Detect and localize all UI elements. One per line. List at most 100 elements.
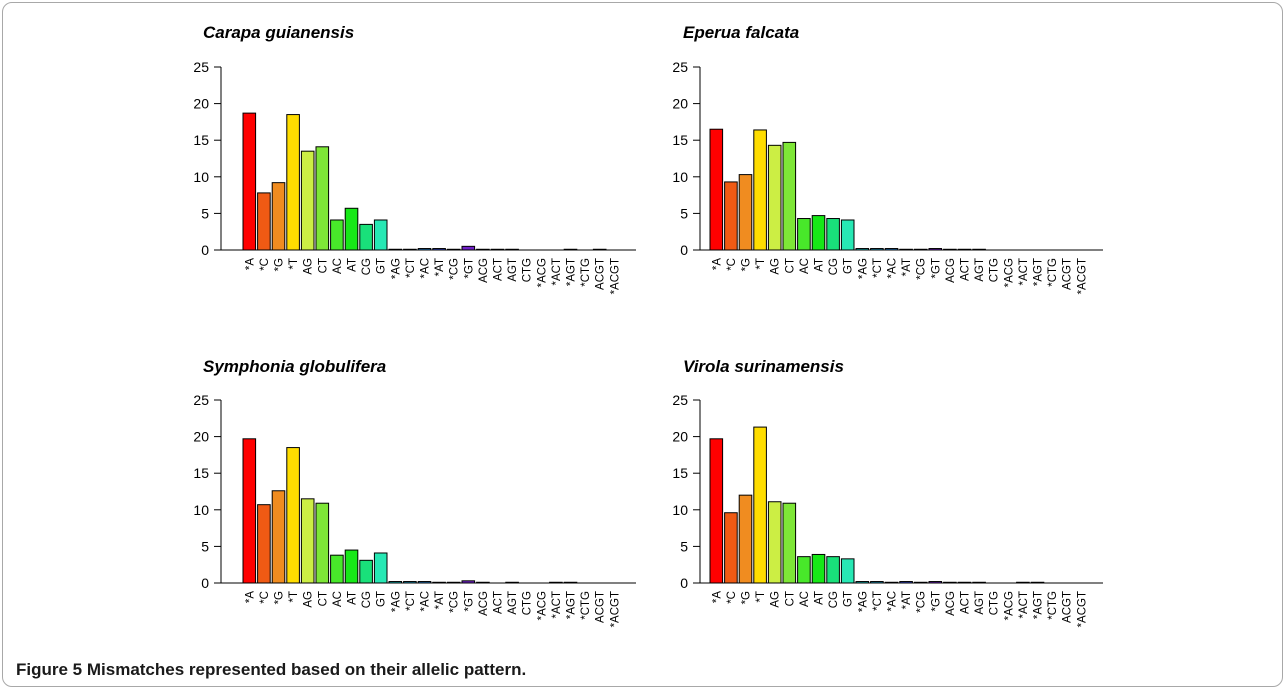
x-category-label: AC [799,591,811,607]
x-category-label: AGT [507,591,519,615]
bar-star-c [724,512,738,584]
bar-star-cg [913,248,928,251]
y-tick-label: 0 [201,242,209,258]
bar-star-ag [855,248,870,251]
x-category-label: *AG [390,591,402,612]
bar-ac [330,219,344,251]
x-category-label: *GT [930,591,942,611]
bar-agt [972,248,986,251]
bar-star-agt [1030,581,1045,584]
x-category-label: *C [259,591,271,604]
x-category-label: CT [317,591,329,606]
x-category-label: *ACG [536,258,548,287]
x-category-label: CTG [522,591,534,615]
bar-ac [330,554,344,584]
x-category-label: *GT [463,258,475,278]
x-category-label: *GT [930,258,942,278]
x-category-label: *ACGT [1076,591,1088,627]
bar-acg [476,248,490,251]
x-category-label: *AGT [1033,591,1045,619]
y-tick-label: 0 [201,575,209,591]
x-category-label: AG [770,258,782,275]
x-category-label: CTG [522,258,534,282]
x-category-label: CT [784,258,796,273]
bar-agt [505,581,519,584]
bar-at [811,553,826,584]
bar-act [490,248,505,251]
bar-star-c [257,504,271,584]
bar-star-cg [913,581,928,584]
x-category-label: *G [741,591,753,604]
bar-cg [359,559,373,584]
x-category-label: *CTG [1047,258,1059,287]
bar-star-a [709,438,724,584]
x-category-label: *CTG [580,258,592,287]
x-category-label: ACG [945,591,957,616]
y-tick-label: 0 [680,575,688,591]
bar-acg [476,581,490,584]
bar-star-t [286,447,300,584]
x-category-label: *AG [390,258,402,279]
x-category-label: AGT [507,258,519,282]
bar-star-g [271,182,286,251]
x-category-label: *T [755,258,767,270]
x-category-label: *A [711,258,723,270]
bar-acg [943,581,957,584]
x-category-label: *ACG [1003,591,1015,620]
x-category-label: *G [741,258,753,271]
x-category-label: ACG [478,258,490,283]
x-category-label: AT [814,591,826,605]
x-category-label: *CTG [580,591,592,620]
x-category-label: *ACGT [609,258,621,294]
x-category-label: *CG [449,258,461,280]
panel-title: Virola surinamensis [683,357,844,376]
bar-star-gt [461,580,476,584]
bar-ct [315,502,330,584]
panel-title: Carapa guianensis [203,23,354,42]
bar-star-ct [403,248,417,251]
y-tick-label: 25 [672,392,688,408]
bar-star-gt [461,245,476,251]
bar-cg [826,556,840,584]
x-category-label: ACGT [1062,258,1074,290]
bar-star-ac [884,248,899,251]
x-category-label: *ACT [1018,591,1030,618]
bar-star-gt [928,581,943,584]
bar-gt [373,219,388,251]
y-tick-label: 5 [680,205,688,221]
bar-star-g [738,494,753,584]
x-category-label: *AC [887,258,899,278]
bar-star-g [738,174,753,251]
caption-label: Figure 5 [16,660,83,679]
bar-at [811,215,826,251]
x-category-label: ACT [493,591,505,614]
y-tick-label: 20 [193,96,209,112]
x-category-label: AT [347,591,359,605]
y-tick-label: 10 [672,169,688,185]
x-category-label: *CT [405,258,417,278]
x-category-label: *AT [901,258,913,276]
bar-agt [972,581,986,584]
x-category-label: *CG [449,591,461,613]
bar-ac [797,218,811,251]
x-category-label: AG [303,591,315,608]
x-category-label: GT [843,258,855,274]
bar-star-at [432,248,446,251]
bar-star-t [286,114,300,251]
x-category-label: ACT [960,591,972,614]
bar-star-act [549,581,563,584]
x-category-label: *AC [420,591,432,611]
x-category-label: *ACT [1018,258,1030,285]
bar-gt [840,558,855,584]
x-category-label: *AG [857,591,869,612]
y-tick-label: 15 [193,465,209,481]
x-category-label: ACT [493,258,505,281]
x-category-label: *AC [420,258,432,278]
x-category-label: *C [726,258,738,271]
bar-star-agt [563,248,578,251]
y-tick-label: 20 [193,429,209,445]
bar-star-at [899,581,913,584]
x-category-label: AGT [974,258,986,282]
